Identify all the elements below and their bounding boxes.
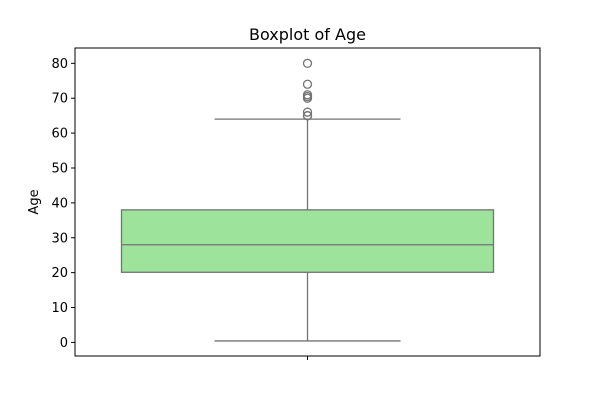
y-tick-label: 20 <box>51 266 68 281</box>
y-tick-label: 50 <box>51 161 68 176</box>
y-tick-label: 10 <box>51 301 68 316</box>
y-tick-label: 70 <box>51 92 68 107</box>
y-tick-label: 40 <box>51 196 68 211</box>
outlier-point <box>302 111 313 121</box>
axes-frame <box>74 47 541 357</box>
chart-title: Boxplot of Age <box>249 25 366 44</box>
y-tick-label: 30 <box>51 231 68 246</box>
iqr-box <box>120 209 495 273</box>
outlier-point <box>302 79 313 89</box>
y-tick-label: 60 <box>51 127 68 142</box>
outlier-point <box>302 58 313 68</box>
outlier-point <box>302 90 313 100</box>
plot-area: 0 10 20 30 40 50 60 70 80 <box>51 57 495 360</box>
y-axis-label: Age <box>27 189 42 214</box>
y-tick-label: 0 <box>60 336 68 351</box>
outlier-point <box>302 107 313 117</box>
y-tick-label: 80 <box>51 57 68 72</box>
